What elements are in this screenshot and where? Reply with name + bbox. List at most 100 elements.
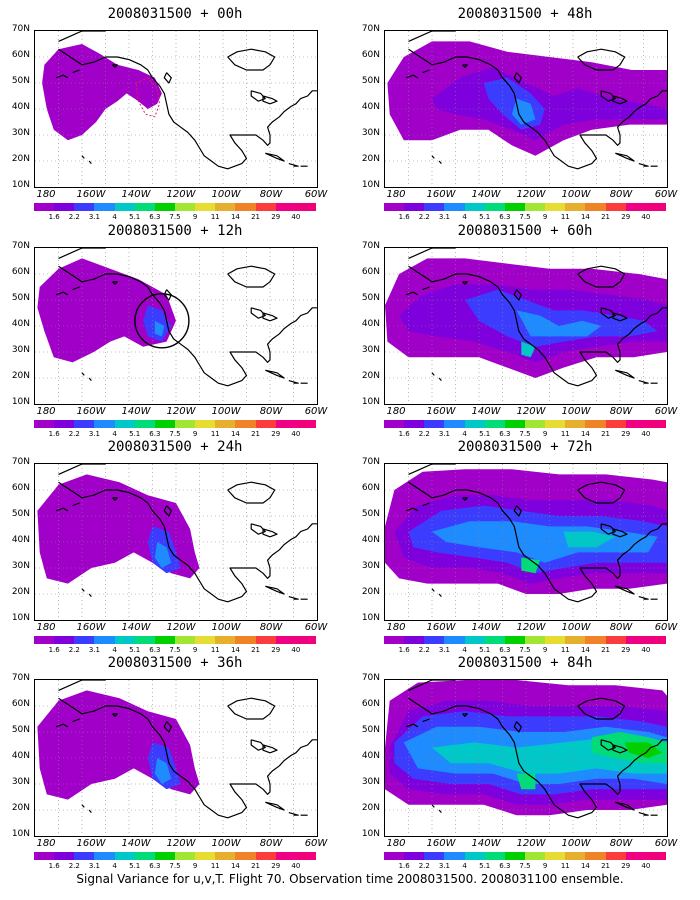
colorbar-label: 11	[560, 213, 570, 221]
colorbar-swatch	[384, 636, 405, 644]
colorbar-swatch	[235, 420, 256, 428]
colorbar-swatch	[94, 203, 115, 211]
colorbar-swatch	[215, 203, 236, 211]
colorbar	[34, 852, 316, 860]
colorbar-label: 2.2	[418, 646, 430, 654]
longitude-tick-label: 100W	[211, 838, 241, 849]
coastline	[612, 312, 628, 322]
coastline	[638, 812, 649, 816]
colorbar-swatch	[215, 420, 236, 428]
latitude-tick-label: 40N	[361, 751, 380, 761]
colorbar-label: 2.2	[68, 430, 80, 438]
coastline	[262, 95, 278, 105]
colorbar-label: 11	[560, 646, 570, 654]
coastline	[438, 809, 442, 813]
colorbar-label: 6.3	[149, 213, 161, 221]
colorbar-label: 11	[210, 213, 220, 221]
colorbar-swatch	[464, 852, 485, 860]
colorbar-swatch	[114, 852, 135, 860]
coastline	[288, 163, 299, 167]
longitude-tick-label: 140W	[471, 622, 501, 633]
colorbar-swatch	[295, 852, 316, 860]
colorbar-swatch	[134, 636, 155, 644]
colorbar-swatch	[605, 420, 626, 428]
coastline	[163, 72, 172, 84]
colorbar-swatch	[504, 420, 525, 428]
variance-contour-region	[521, 557, 541, 574]
colorbar-label: 1.6	[398, 862, 410, 870]
colorbar-label: 6.3	[149, 862, 161, 870]
coastline	[81, 588, 85, 592]
colorbar-label: 29	[271, 430, 281, 438]
coastline	[112, 713, 118, 718]
colorbar-swatch	[625, 636, 646, 644]
colorbar-swatch	[565, 636, 586, 644]
colorbar-swatch	[504, 636, 525, 644]
colorbar-swatch	[464, 420, 485, 428]
colorbar-label: 21	[251, 862, 261, 870]
map-panel: 2008031500 + 72h 70N 60N 50N 40N 30N 20N 10N 180…	[350, 433, 690, 654]
map-panel: 2008031500 + 84h 70N 60N 50N 40N 30N 20N 10N 180…	[350, 649, 690, 870]
colorbar-label: 6.3	[149, 646, 161, 654]
coastline	[422, 286, 430, 291]
latitude-tick-label: 20N	[11, 154, 30, 164]
colorbar-label: 14	[580, 862, 590, 870]
colorbar-label: 21	[251, 646, 261, 654]
colorbar-swatch	[444, 636, 465, 644]
colorbar-swatch	[645, 636, 666, 644]
coastline	[262, 528, 278, 538]
longitude-tick-label: 120W	[516, 189, 546, 200]
colorbar-swatch	[94, 852, 115, 860]
colorbar-label: 11	[560, 430, 570, 438]
coastline	[600, 739, 616, 751]
colorbar-label: 3.1	[88, 430, 100, 438]
colorbar-swatch	[134, 203, 155, 211]
colorbar-label: 5.1	[479, 646, 491, 654]
coastline	[615, 152, 635, 162]
colorbar-swatch	[174, 636, 196, 644]
colorbar-label: 40	[641, 646, 651, 654]
coastline	[431, 588, 435, 592]
coastline	[513, 721, 522, 733]
colorbar	[384, 203, 666, 211]
colorbar-swatch	[605, 636, 626, 644]
colorbar-swatch	[134, 852, 155, 860]
coastline	[81, 372, 85, 376]
colorbar-label: 9	[542, 430, 548, 438]
colorbar-label: 5.1	[129, 430, 141, 438]
colorbar-swatch	[195, 203, 216, 211]
latitude-tick-label: 20N	[361, 587, 380, 597]
map-canvas	[35, 680, 317, 836]
colorbar-label: 6.3	[499, 213, 511, 221]
longitude-tick-label: 60W	[304, 838, 328, 849]
colorbar-swatch	[215, 852, 236, 860]
colorbar-swatch	[275, 203, 296, 211]
colorbar-swatch	[444, 203, 465, 211]
colorbar-swatch	[275, 636, 296, 644]
colorbar-label: 9	[192, 862, 198, 870]
colorbar-swatch	[34, 852, 55, 860]
coastline	[88, 593, 92, 597]
latitude-tick-label: 60N	[361, 267, 380, 277]
map-canvas	[385, 31, 667, 187]
coastline	[227, 481, 276, 504]
coastline	[612, 528, 628, 538]
colorbar-label: 14	[580, 430, 590, 438]
latitude-tick-label: 10N	[11, 180, 30, 190]
colorbar-swatch	[215, 636, 236, 644]
latitude-tick-label: 60N	[11, 50, 30, 60]
colorbar-label: 14	[580, 646, 590, 654]
latitude-tick-label: 50N	[11, 509, 30, 519]
colorbar-swatch	[114, 420, 135, 428]
longitude-tick-label: 80W	[609, 622, 633, 633]
variance-contour-region	[516, 310, 602, 337]
colorbar-label: 21	[601, 862, 611, 870]
colorbar-swatch	[444, 420, 465, 428]
latitude-tick-label: 60N	[361, 50, 380, 60]
colorbar-swatch	[625, 203, 646, 211]
colorbar-swatch	[54, 203, 75, 211]
latitude-tick-label: 70N	[11, 673, 30, 683]
map-canvas	[385, 680, 667, 836]
colorbar-swatch	[424, 203, 445, 211]
colorbar-label: 2.2	[418, 862, 430, 870]
